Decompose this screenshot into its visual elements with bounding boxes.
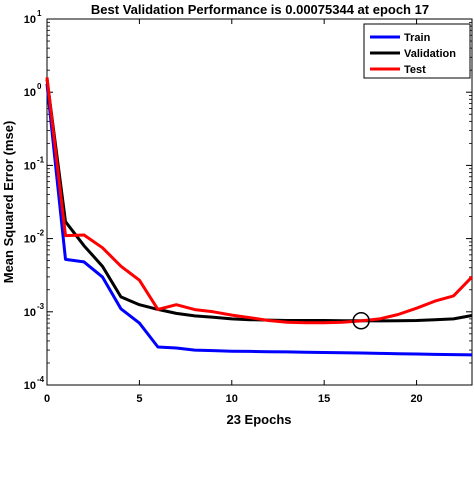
y-tick-exponent: 0: [37, 82, 42, 91]
y-tick-label: 10: [24, 380, 36, 392]
legend-label-validation: Validation: [404, 48, 456, 60]
legend-label-test: Test: [404, 64, 426, 76]
y-tick-exponent: -4: [37, 375, 45, 384]
plot-area: [46, 18, 473, 386]
legend-label-train: Train: [404, 32, 431, 44]
y-tick-label: 10: [24, 87, 36, 99]
y-tick-label: 10: [24, 160, 36, 172]
x-tick-label: 10: [226, 393, 238, 405]
best-point-layer: [352, 312, 370, 330]
y-tick-label: 10: [24, 234, 36, 246]
chart-title: Best Validation Performance is 0.0007534…: [91, 2, 429, 17]
y-tick-exponent: -1: [37, 155, 45, 164]
y-axis-label: Mean Squared Error (mse): [1, 121, 16, 284]
y-tick-label: 10: [24, 14, 36, 26]
x-tick-label: 15: [318, 393, 330, 405]
y-tick-exponent: -3: [37, 302, 45, 311]
x-tick-label: 20: [410, 393, 422, 405]
x-tick-label: 5: [136, 393, 142, 405]
y-tick-exponent: 1: [37, 9, 42, 18]
y-tick-exponent: -2: [37, 229, 45, 238]
legend: Train Validation Test: [363, 23, 471, 79]
best-epoch-marker: [352, 312, 370, 330]
x-tick-label: 0: [44, 393, 50, 405]
y-tick-label: 10: [24, 307, 36, 319]
series-line-test: [45, 77, 474, 325]
series-lines: [45, 77, 474, 357]
series-line-train: [45, 83, 473, 357]
x-axis-label: 23 Epochs: [226, 412, 291, 427]
